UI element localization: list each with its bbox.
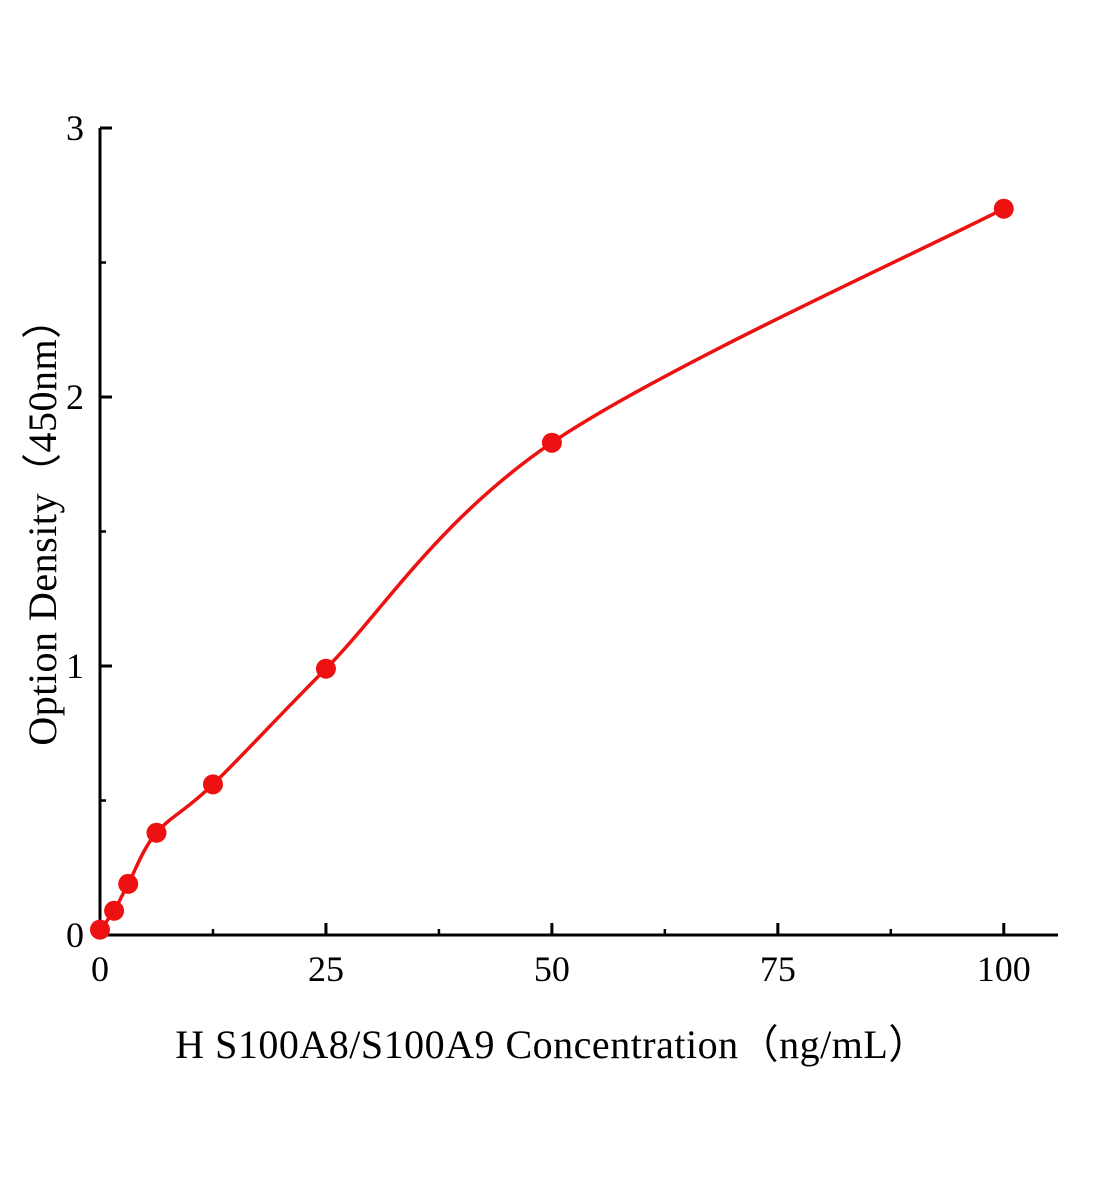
data-point: [90, 919, 110, 940]
y-tick-label: 1: [66, 646, 84, 686]
x-axis-title: H S100A8/S100A9 Concentration（ng/mL）: [175, 1022, 929, 1067]
data-point: [315, 658, 336, 679]
data-point: [541, 432, 562, 453]
y-tick-label: 0: [66, 915, 84, 955]
x-tick-label: 50: [534, 949, 570, 989]
y-axis-title: Option Density（450nm）: [20, 298, 65, 746]
fit-curve: [98, 206, 1006, 932]
data-point: [993, 198, 1014, 219]
x-tick-label: 0: [91, 949, 109, 989]
x-tick-label: 75: [760, 949, 796, 989]
x-tick-label: 100: [977, 949, 1031, 989]
data-point: [146, 822, 167, 843]
data-point: [202, 774, 223, 795]
x-tick-label: 25: [308, 949, 344, 989]
y-tick-label: 2: [66, 377, 84, 417]
data-point: [104, 900, 125, 921]
data-point: [118, 873, 139, 894]
y-tick-label: 3: [66, 108, 84, 148]
